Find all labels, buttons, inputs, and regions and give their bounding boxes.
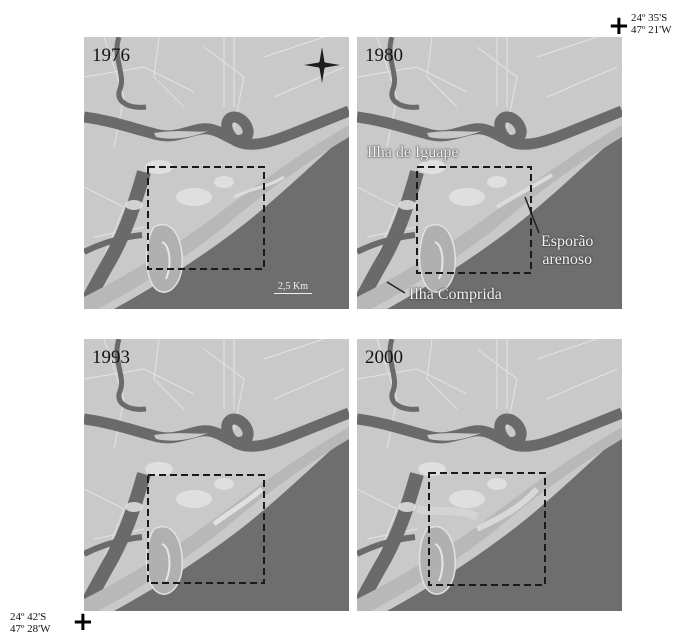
cross-icon: +	[608, 11, 630, 41]
map-panel-1993: 1993	[84, 339, 349, 611]
coord-top-right: 24º 35'S 47º 21'W	[631, 12, 672, 36]
label-ilha-de-iguape: Ilha de Iguape	[367, 144, 459, 161]
map-panel-1980: 1980 Ilha de Iguape Esporão arenoso Ilha…	[357, 37, 622, 309]
map-image-1993	[84, 339, 349, 611]
coord-bottom-left: 24º 42'S 47º 28'W	[10, 611, 51, 635]
map-image-2000	[357, 339, 622, 611]
label-ilha-comprida: Ilha Comprida	[409, 286, 502, 303]
study-area-box	[416, 166, 532, 274]
year-label: 1976	[92, 45, 130, 66]
study-area-box	[428, 472, 546, 586]
map-image-1976	[84, 37, 349, 309]
map-panel-2000: 2000	[357, 339, 622, 611]
label-esporao-arenoso: Esporão arenoso	[541, 233, 594, 269]
scale-bar: 2,5 Km	[274, 281, 312, 294]
map-image-1980	[357, 37, 622, 309]
study-area-box	[147, 474, 265, 584]
study-area-box	[147, 166, 265, 270]
year-label: 2000	[365, 347, 403, 368]
map-panel-1976: 1976 2,5 Km	[84, 37, 349, 309]
year-label: 1980	[365, 45, 403, 66]
year-label: 1993	[92, 347, 130, 368]
cross-icon: +	[72, 607, 94, 637]
north-arrow-compass-icon	[304, 47, 340, 83]
